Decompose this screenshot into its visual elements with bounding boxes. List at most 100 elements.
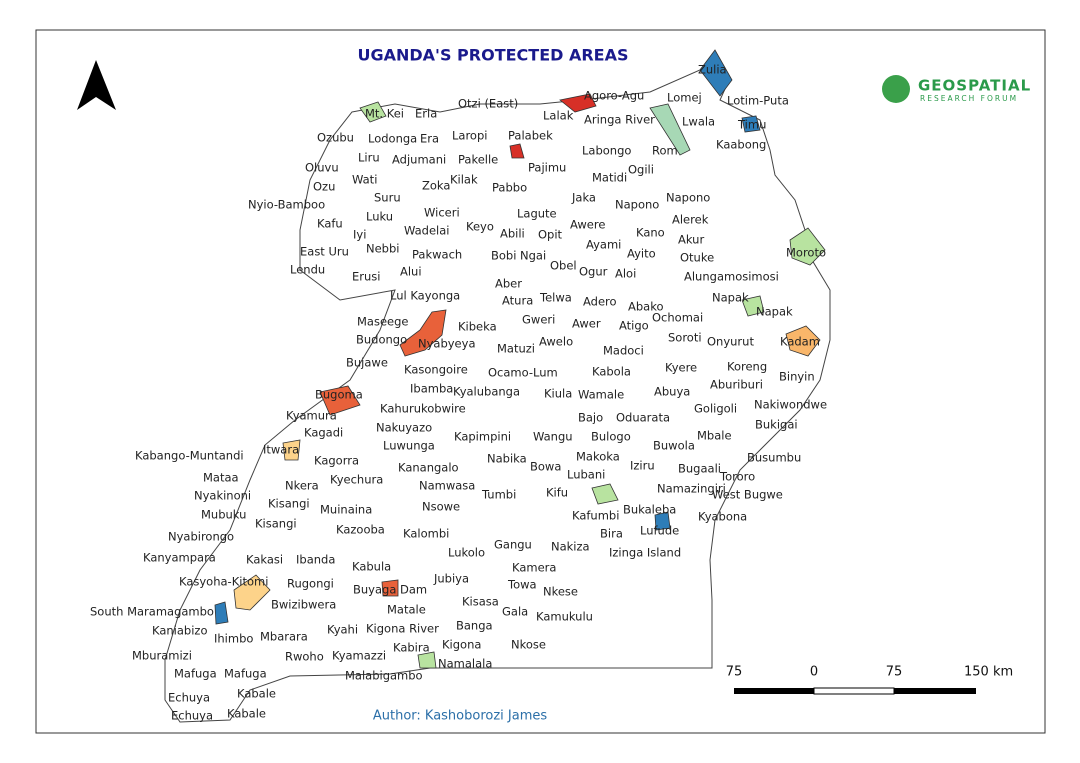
place-label: Oluvu xyxy=(305,161,339,175)
place-label: Wiceri xyxy=(424,206,460,220)
place-label: Alui xyxy=(400,265,422,279)
place-label: Rom xyxy=(652,144,678,158)
place-label: Echuya xyxy=(171,709,213,723)
place-label: Ocamo-Lum xyxy=(488,366,558,380)
place-label: Abuya xyxy=(654,385,690,399)
place-label: Ayito xyxy=(627,247,656,261)
place-label: Tororo xyxy=(719,470,755,484)
place-label: Kapimpini xyxy=(454,430,511,444)
place-label: Ihimbo xyxy=(214,632,253,646)
place-label: Kalombi xyxy=(403,527,449,541)
place-label: Matale xyxy=(387,603,426,617)
place-label: Pabbo xyxy=(492,181,527,195)
place-label: Kisangi xyxy=(255,517,297,531)
place-label: Alerek xyxy=(672,213,709,227)
place-label: Namazingiri xyxy=(657,482,726,496)
place-label: Nsowe xyxy=(422,500,460,514)
place-label: Kabula xyxy=(352,560,391,574)
place-label: Lotim-Puta xyxy=(727,94,789,108)
place-label: Atura xyxy=(502,294,533,308)
place-label: Busumbu xyxy=(747,451,801,465)
place-label: Ogur xyxy=(579,265,608,279)
place-label: Kabale xyxy=(237,687,276,701)
place-labels: Zulia Agoro-Agu Lomej Lotim-Puta Otzi (East)… xyxy=(90,63,827,723)
place-label: Kagadi xyxy=(304,426,343,440)
place-label: Mubuku xyxy=(201,508,246,522)
place-label: Aber xyxy=(495,277,522,291)
place-label: Kahurukobwire xyxy=(380,402,466,416)
place-label: Kigona xyxy=(442,638,481,652)
place-label: Lodonga xyxy=(368,132,417,146)
scale-segment xyxy=(734,688,814,694)
place-label: Soroti xyxy=(668,331,702,345)
place-label: Kamera xyxy=(512,561,556,575)
place-label: Malabigambo xyxy=(345,669,423,683)
place-label: Pakwach xyxy=(412,248,462,262)
place-label: Kazooba xyxy=(336,523,385,537)
place-label: Makoka xyxy=(576,450,620,464)
place-label: Iziru xyxy=(630,459,655,473)
place-label: Kigona River xyxy=(366,622,439,636)
place-label: Nyakinoni xyxy=(194,489,251,503)
place-label: Buyaga Dam xyxy=(353,583,427,597)
logo-globe xyxy=(882,75,910,103)
place-label: Adero xyxy=(583,295,617,309)
place-label: Aloi xyxy=(615,267,636,281)
place-label: Kagorra xyxy=(314,454,359,468)
place-label: Akur xyxy=(678,233,704,247)
place-label: Nyabirongo xyxy=(168,530,234,544)
place-label: Kabola xyxy=(592,365,631,379)
place-label: Erla xyxy=(415,107,437,121)
place-label: Gweri xyxy=(522,313,555,327)
place-label: Gala xyxy=(502,605,528,619)
place-label: Kyalubanga xyxy=(453,385,520,399)
place-label: Wamale xyxy=(578,388,624,402)
place-label: Mafuga xyxy=(174,667,217,681)
scale-segment xyxy=(894,688,976,694)
place-label: Jubiya xyxy=(433,572,469,586)
place-label: Adjumani xyxy=(392,153,446,167)
place-label: Pakelle xyxy=(458,153,498,167)
place-label: Nakiwondwe xyxy=(754,398,827,412)
scale-label: 75 xyxy=(726,665,743,680)
place-label: Ozu xyxy=(313,180,335,194)
place-label: Bobi xyxy=(491,249,516,263)
place-label: Matidi xyxy=(592,171,627,185)
place-label: Napono xyxy=(666,191,710,205)
place-label: Bukigai xyxy=(755,418,798,432)
place-label: Kisasa xyxy=(462,595,499,609)
place-label: Bugoma xyxy=(315,388,363,402)
place-label: Moroto xyxy=(786,246,826,260)
place-label: Maseege xyxy=(357,315,409,329)
place-label: Telwa xyxy=(539,291,572,305)
place-label: Timu xyxy=(737,118,766,132)
place-label: Kilak xyxy=(450,173,478,187)
place-label: Lwala xyxy=(682,115,715,129)
place-label: Muinaina xyxy=(320,503,372,517)
place-label: Erusi xyxy=(352,270,380,284)
place-label: Jaka xyxy=(571,191,596,205)
place-label: Binyin xyxy=(779,370,815,384)
place-label: Nkese xyxy=(543,585,578,599)
scale-label: 0 xyxy=(810,665,818,680)
place-label: Kamukulu xyxy=(536,610,593,624)
place-label: Kabango-Muntandi xyxy=(135,449,244,463)
place-label: Kifu xyxy=(546,486,568,500)
place-label: Nkose xyxy=(511,638,546,652)
place-label: Mburamizi xyxy=(132,649,192,663)
place-label: Awere xyxy=(570,218,605,232)
place-label: Lubani xyxy=(567,468,605,482)
place-label: Onyurut xyxy=(707,335,754,349)
place-label: Lendu xyxy=(290,263,325,277)
place-label: Gangu xyxy=(494,538,532,552)
place-label: Ochomai xyxy=(652,311,703,325)
place-label: Madoci xyxy=(603,344,644,358)
place-label: Lomej xyxy=(667,91,702,105)
place-label: Iyi xyxy=(353,228,366,242)
place-label: Zoka xyxy=(422,179,450,193)
place-label: Bukaleba xyxy=(623,503,676,517)
place-label: Kasongoire xyxy=(404,363,468,377)
place-label: Kyechura xyxy=(330,473,383,487)
place-label: Era xyxy=(420,132,439,146)
